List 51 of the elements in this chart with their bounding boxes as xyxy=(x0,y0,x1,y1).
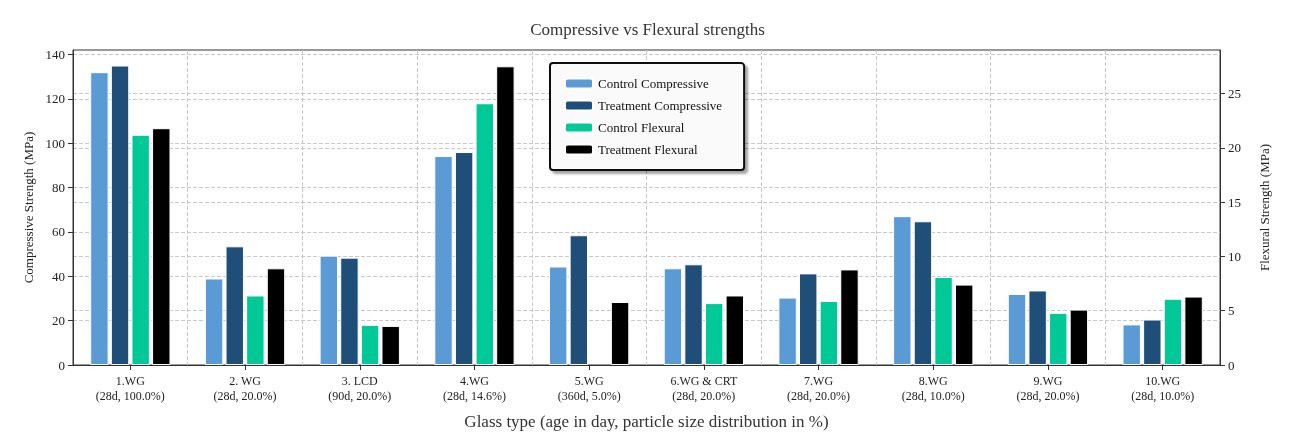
bar xyxy=(840,269,859,365)
bar xyxy=(893,216,912,365)
bar xyxy=(152,128,171,365)
bar xyxy=(496,66,515,365)
bar xyxy=(663,268,683,365)
x-tick-label: 2. WG (28d, 20.0%) xyxy=(213,373,277,403)
bar xyxy=(434,156,453,365)
chart-title: Compressive vs Flexural strengths xyxy=(530,20,765,39)
legend-label: Control Flexural xyxy=(598,120,685,135)
bar xyxy=(1184,296,1203,365)
y2-tick-label: 5 xyxy=(1228,303,1235,319)
bar xyxy=(954,284,974,365)
bar xyxy=(610,302,630,365)
y2-tick-label: 20 xyxy=(1228,140,1241,156)
y2-tick-label: 15 xyxy=(1228,194,1241,210)
x-tick-label: 8.WG (28d, 10.0%) xyxy=(901,373,965,403)
x-tick-label: 10.WG (28d, 10.0%) xyxy=(1131,373,1195,403)
bar xyxy=(340,257,359,365)
y-tick-label: 100 xyxy=(45,135,65,151)
bar xyxy=(381,325,400,365)
y-tick-label: 120 xyxy=(45,91,65,107)
bar xyxy=(1007,294,1027,365)
y2-tick-label: 10 xyxy=(1228,248,1241,264)
x-tick-label: 9.WG (28d, 20.0%) xyxy=(1016,373,1080,403)
y-tick-label: 60 xyxy=(52,224,65,240)
bar xyxy=(266,268,286,365)
bar xyxy=(90,72,109,365)
bar xyxy=(778,297,797,365)
bar xyxy=(319,255,339,365)
bar xyxy=(1069,309,1089,365)
x-tick-label: 1.WG (28d, 100.0%) xyxy=(95,373,165,403)
bar xyxy=(1122,324,1141,365)
x-axis-title: Glass type (age in day, particle size distribution in %) xyxy=(464,412,829,431)
y2-axis-title: Flexural Strength (MPa) xyxy=(1257,143,1272,272)
y-tick-label: 140 xyxy=(45,46,65,62)
legend-label: Control Compressive xyxy=(598,76,710,91)
x-tick-label: 5.WG (360d, 5.0%) xyxy=(557,373,621,403)
legend-label: Treatment Compressive xyxy=(598,98,723,113)
y-axis-title: Compressive Strength (MPa) xyxy=(20,131,36,284)
x-tick-label: 7.WG (28d, 20.0%) xyxy=(787,373,851,403)
y2-tick-label: 0 xyxy=(1228,357,1235,373)
y2-tick-label: 25 xyxy=(1228,85,1241,101)
y-tick-label: 20 xyxy=(52,313,65,329)
legend-label: Treatment Flexural xyxy=(598,142,698,157)
x-tick-label: 6.WG & CRT (28d, 20.0%) xyxy=(670,373,738,403)
x-tick-label: 4.WG (28d, 14.6%) xyxy=(442,373,506,403)
x-tick-label: 3. LCD (90d, 20.0%) xyxy=(328,373,392,403)
y-tick-label: 80 xyxy=(52,180,65,196)
y-tick-label: 40 xyxy=(52,268,65,284)
y-tick-label: 0 xyxy=(58,357,65,373)
bar xyxy=(204,278,224,365)
